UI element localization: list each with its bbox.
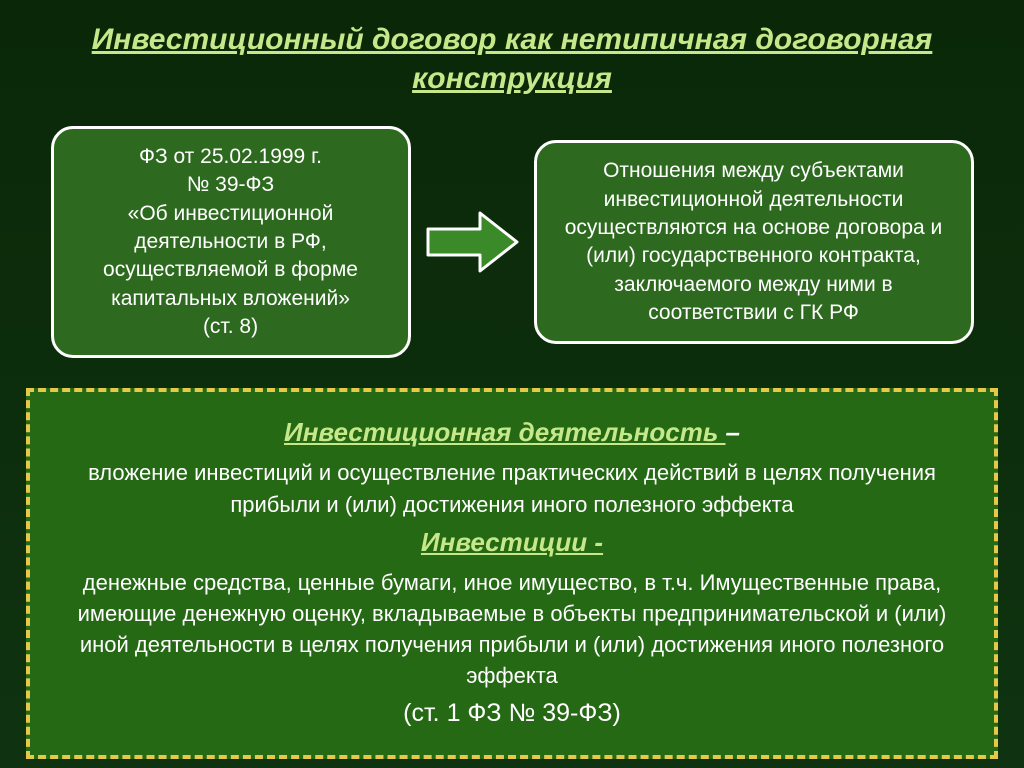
def-2-heading: Инвестиции - bbox=[421, 527, 603, 557]
law-line-2: № 39-ФЗ bbox=[72, 171, 390, 199]
law-source-box: ФЗ от 25.02.1999 г. № 39-ФЗ «Об инвестиц… bbox=[51, 126, 411, 358]
slide-title: Инвестиционный договор как нетипичная до… bbox=[0, 0, 1024, 108]
top-row: ФЗ от 25.02.1999 г. № 39-ФЗ «Об инвестиц… bbox=[0, 108, 1024, 368]
def-1-header: Инвестиционная деятельность – bbox=[56, 414, 968, 451]
definitions-panel: Инвестиционная деятельность – вложение и… bbox=[26, 388, 998, 759]
law-line-4: (ст. 8) bbox=[72, 313, 390, 341]
relations-box: Отношения между субъектами инвестиционно… bbox=[534, 140, 974, 344]
law-line-3: «Об инвестиционной деятельности в РФ, ос… bbox=[72, 200, 390, 313]
law-line-1: ФЗ от 25.02.1999 г. bbox=[72, 143, 390, 171]
def-2-header: Инвестиции - bbox=[56, 524, 968, 561]
arrow-right-icon bbox=[425, 207, 520, 277]
def-1-heading: Инвестиционная деятельность bbox=[284, 417, 726, 447]
def-2-body: денежные средства, ценные бумаги, иное и… bbox=[56, 567, 968, 692]
def-reference: (ст. 1 ФЗ № 39-ФЗ) bbox=[56, 696, 968, 732]
def-1-body: вложение инвестиций и осуществление прак… bbox=[56, 457, 968, 519]
def-1-dash: – bbox=[726, 417, 740, 447]
